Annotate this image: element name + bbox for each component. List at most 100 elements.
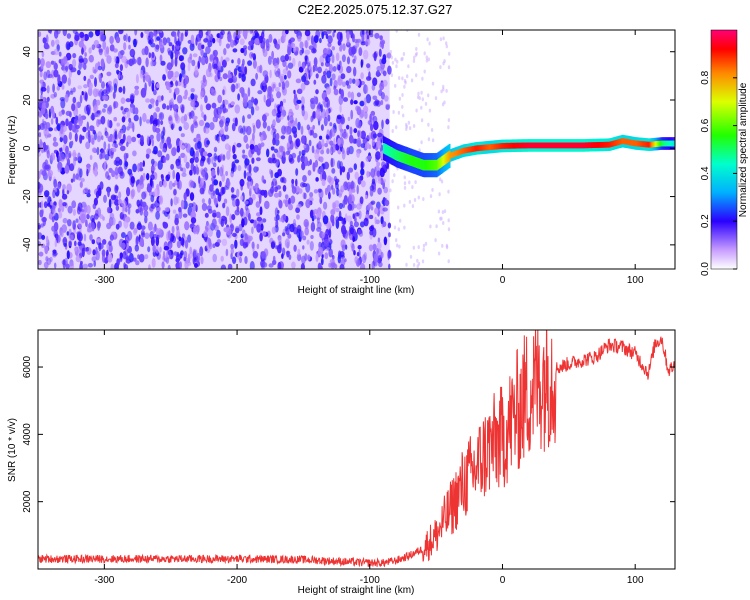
noise-cell [58, 111, 63, 117]
snr-series-line [38, 330, 675, 568]
noise-cell [207, 156, 211, 165]
noise-cell [353, 204, 357, 209]
noise-cell [165, 249, 172, 260]
noise-cell [408, 126, 412, 131]
noise-cell [171, 235, 176, 244]
ridge-cell [554, 142, 556, 149]
noise-cell [440, 179, 444, 184]
ridge-cell [478, 145, 481, 151]
ridge-cell [670, 140, 673, 147]
noise-cell [312, 132, 318, 139]
noise-cell [108, 240, 112, 246]
noise-cell [341, 244, 346, 252]
noise-cell [72, 173, 76, 183]
noise-cell [298, 60, 302, 69]
noise-cell [57, 168, 62, 173]
noise-cell [109, 234, 114, 241]
noise-cell [162, 148, 166, 153]
noise-cell [296, 224, 302, 234]
noise-cell [194, 121, 198, 126]
noise-cell [380, 251, 384, 259]
noise-cell [180, 32, 184, 42]
noise-cell [71, 124, 76, 133]
noise-cell [346, 38, 350, 46]
spectrogram-y-tick-label: 40 [22, 46, 33, 58]
noise-cell [44, 245, 49, 255]
noise-cell [208, 208, 213, 214]
noise-cell [371, 138, 375, 147]
noise-cell [51, 110, 56, 119]
noise-cell [374, 207, 379, 215]
noise-cell [237, 165, 242, 172]
ridge-cell [413, 156, 416, 168]
noise-cell [268, 33, 273, 43]
noise-cell [424, 241, 428, 246]
noise-cell [346, 66, 352, 74]
noise-cell [72, 158, 76, 167]
noise-cell [403, 185, 407, 190]
noise-cell [118, 86, 123, 93]
noise-cell [190, 100, 196, 108]
noise-cell [46, 257, 52, 265]
noise-cell [88, 87, 93, 97]
noise-cell [79, 31, 85, 38]
ridge-cell [458, 149, 460, 156]
noise-cell [377, 140, 382, 150]
noise-cell [421, 259, 425, 264]
ridge-cell [496, 143, 499, 150]
noise-cell [84, 52, 87, 57]
ridge-cell [538, 142, 540, 149]
ridge-cell [421, 159, 423, 170]
noise-cell [50, 39, 55, 47]
noise-cell [142, 112, 147, 123]
ridge-cell [571, 142, 573, 149]
noise-cell [349, 30, 353, 36]
noise-cell [199, 160, 204, 167]
noise-cell [97, 61, 101, 67]
noise-cell [101, 108, 106, 113]
noise-cell [373, 51, 377, 62]
ridge-cell [495, 143, 498, 150]
noise-cell [211, 218, 217, 228]
noise-cell [340, 116, 346, 125]
ridge-cell [633, 140, 636, 147]
ridge-cell [608, 141, 610, 148]
noise-cell [132, 122, 135, 133]
noise-cell [412, 245, 415, 250]
noise-cell [445, 41, 448, 46]
noise-cell [312, 111, 316, 119]
noise-cell [330, 209, 336, 216]
noise-cell [79, 168, 83, 178]
noise-cell [282, 68, 288, 75]
noise-cell [207, 152, 213, 158]
noise-cell [215, 211, 221, 218]
noise-cell [158, 112, 165, 121]
noise-cell [156, 132, 161, 142]
noise-cell [190, 34, 195, 44]
noise-cell [91, 147, 97, 153]
noise-cell [442, 221, 445, 225]
noise-cell [160, 174, 164, 179]
noise-cell [297, 248, 301, 255]
noise-cell [252, 124, 256, 134]
noise-cell [183, 154, 188, 164]
noise-cell [261, 80, 267, 87]
noise-cell [276, 159, 280, 165]
noise-cell [447, 218, 450, 223]
noise-cell [231, 194, 237, 199]
noise-cell [55, 116, 59, 125]
noise-cell [327, 114, 331, 122]
noise-cell [220, 255, 224, 262]
ridge-cell [541, 142, 543, 149]
noise-cell [43, 201, 48, 209]
noise-cell [133, 227, 138, 234]
noise-cell [123, 42, 127, 51]
noise-cell [272, 83, 276, 89]
noise-cell [46, 96, 50, 102]
noise-cell [319, 37, 322, 44]
noise-cell [280, 75, 284, 84]
noise-cell [203, 172, 209, 181]
noise-cell [75, 218, 79, 223]
ridge-cell [634, 140, 637, 147]
ridge-cell [453, 151, 455, 158]
